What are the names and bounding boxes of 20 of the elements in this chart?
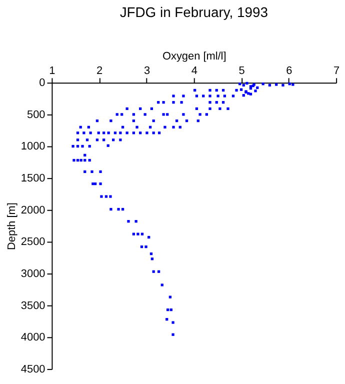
y-axis-title: Depth [m] bbox=[6, 202, 18, 250]
y-tick-label: 1000 bbox=[20, 140, 46, 153]
x-tick-label: 1 bbox=[49, 65, 56, 78]
y-tick-label: 4500 bbox=[20, 363, 46, 376]
x-tick-label: 3 bbox=[144, 65, 150, 78]
x-tick-label: 5 bbox=[238, 65, 245, 78]
y-tick-label: 3500 bbox=[20, 300, 46, 312]
chart-title: JFDG in February, 1993 bbox=[120, 4, 268, 20]
y-tick-label: 4000 bbox=[20, 332, 46, 344]
y-tick-label: 2000 bbox=[20, 204, 46, 216]
y-tick-label: 500 bbox=[27, 108, 46, 121]
y-tick-label: 1500 bbox=[20, 172, 46, 185]
y-tick-label: 0 bbox=[39, 77, 46, 90]
x-tick-label: 7 bbox=[334, 65, 340, 78]
y-tick-label: 3000 bbox=[20, 268, 46, 280]
x-tick-label: 4 bbox=[191, 65, 198, 78]
x-tick-label: 6 bbox=[286, 65, 292, 78]
y-tick-label: 2500 bbox=[20, 236, 46, 248]
x-tick-label: 2 bbox=[96, 65, 103, 78]
x-axis-title: Oxygen [ml/l] bbox=[162, 50, 226, 62]
